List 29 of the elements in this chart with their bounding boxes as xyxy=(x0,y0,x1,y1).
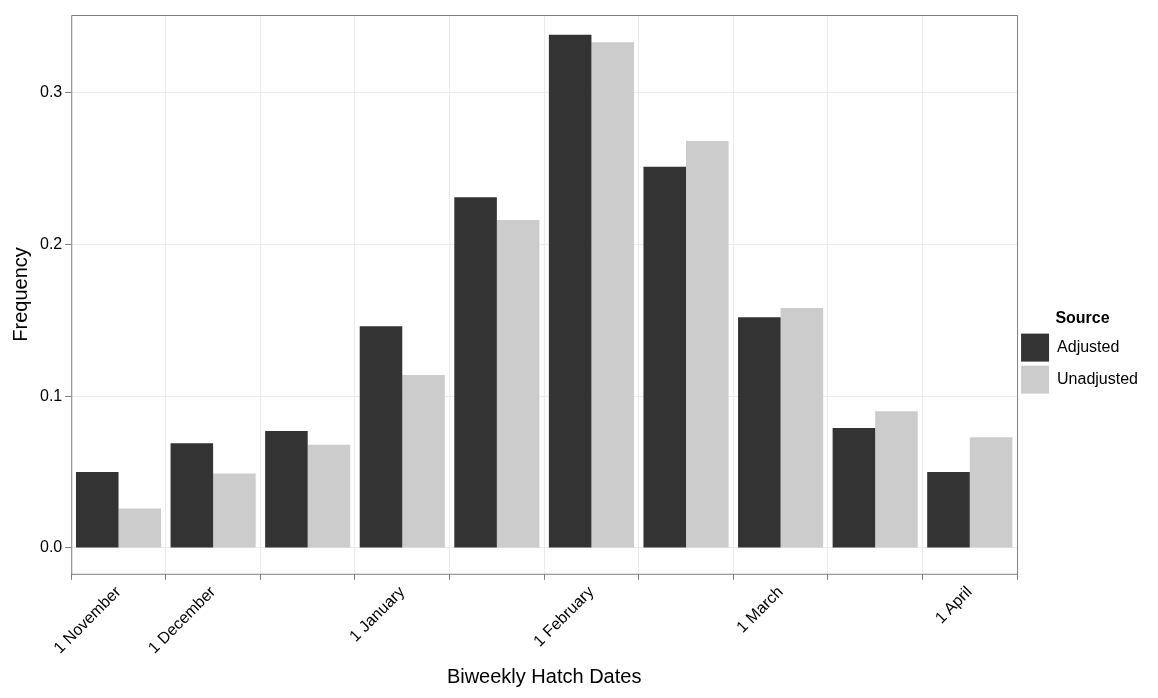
bar xyxy=(402,374,445,548)
legend-label: Adjusted xyxy=(1057,338,1120,356)
bar xyxy=(548,34,592,548)
y-tick-label: 0.2 xyxy=(39,234,63,252)
x-axis-title: Biweekly Hatch Dates xyxy=(446,664,642,687)
y-tick-label: 0.0 xyxy=(39,538,63,556)
bar xyxy=(170,443,214,548)
bar xyxy=(213,473,256,548)
y-axis-title: Frequency xyxy=(8,247,31,342)
legend-title: Source xyxy=(1055,308,1110,326)
bar xyxy=(359,326,403,548)
bar xyxy=(454,197,497,548)
bar xyxy=(591,42,634,548)
bar xyxy=(875,411,918,548)
bar xyxy=(686,141,729,548)
bar xyxy=(832,428,876,548)
legend-label: Unadjusted xyxy=(1057,370,1139,388)
y-tick-label: 0.1 xyxy=(39,386,63,404)
bar xyxy=(307,444,351,548)
bar xyxy=(75,472,119,548)
bar xyxy=(738,317,781,548)
bar xyxy=(969,437,1013,548)
bar xyxy=(265,431,308,548)
bar xyxy=(496,220,540,548)
bar xyxy=(780,308,824,548)
y-tick-label: 0.3 xyxy=(39,82,63,100)
bar xyxy=(643,166,687,548)
bar xyxy=(927,472,970,548)
bar xyxy=(118,508,162,548)
